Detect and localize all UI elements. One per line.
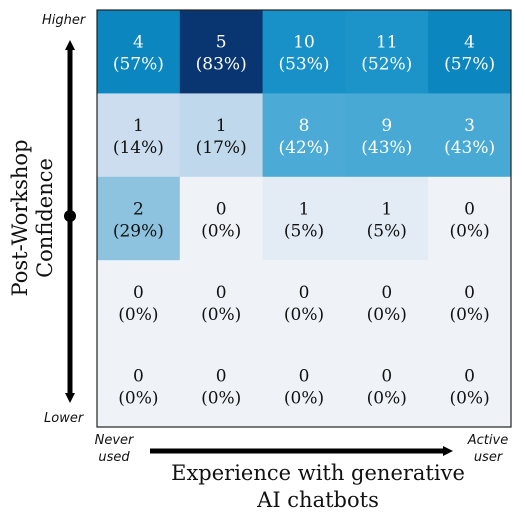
y-end-label-low: Lower [44, 411, 85, 426]
y-end-label-high: Higher [42, 13, 87, 28]
cell-count: 4 [133, 33, 144, 53]
cell-count: 8 [299, 116, 310, 136]
cell-count: 1 [133, 116, 144, 136]
heatmap-cell [345, 343, 429, 428]
y-axis-title-line2: Confidence [33, 158, 57, 278]
cell-percent: (57%) [444, 55, 495, 75]
cell-percent: (0%) [449, 222, 489, 242]
cell-percent: (0%) [367, 305, 407, 325]
cell-count: 0 [133, 366, 144, 386]
heatmap-cell [345, 260, 429, 345]
x-axis-title-line1: Experience with generative [171, 461, 465, 485]
heatmap-cell [97, 10, 181, 94]
heatmap-cell [262, 260, 346, 345]
cell-count: 0 [216, 366, 227, 386]
cell-percent: (0%) [449, 388, 489, 408]
cell-percent: (17%) [196, 138, 247, 158]
cell-percent: (57%) [113, 55, 164, 75]
cell-count: 0 [464, 200, 475, 220]
cell-count: 1 [216, 116, 227, 136]
y-axis-title-line1: Post-Workshop [8, 139, 32, 296]
x-end-label-high-line1: Active [467, 433, 508, 448]
cell-count: 0 [216, 283, 227, 303]
heatmap-cell [345, 176, 429, 261]
heatmap-cell [97, 93, 181, 178]
cell-percent: (29%) [113, 222, 164, 242]
cell-percent: (83%) [196, 55, 247, 75]
heatmap-cells: 4(57%)5(83%)10(53%)11(52%)4(57%)1(14%)1(… [97, 10, 512, 428]
cell-percent: (0%) [284, 388, 324, 408]
cell-count: 11 [376, 33, 398, 53]
heatmap-cell [97, 176, 181, 261]
cell-count: 3 [464, 116, 475, 136]
heatmap-cell [97, 260, 181, 345]
cell-percent: (0%) [201, 222, 241, 242]
heatmap-cell [179, 176, 264, 261]
heatmap-cell [179, 93, 264, 178]
cell-count: 0 [381, 283, 392, 303]
cell-percent: (0%) [449, 305, 489, 325]
cell-percent: (0%) [201, 388, 241, 408]
y-axis-dot [64, 210, 76, 222]
plot-frame [96, 9, 512, 428]
heatmap-cell [345, 10, 429, 94]
cell-percent: (43%) [444, 138, 495, 158]
cell-percent: (0%) [201, 305, 241, 325]
x-end-label-high-line2: user [474, 450, 504, 465]
cell-percent: (42%) [278, 138, 329, 158]
cell-percent: (5%) [284, 222, 324, 242]
cell-count: 9 [381, 116, 392, 136]
heatmap-cell [262, 343, 346, 428]
heatmap-cell [262, 93, 346, 178]
heatmap-cell [428, 10, 512, 94]
cell-percent: (0%) [118, 388, 158, 408]
heatmap-cell [428, 93, 512, 178]
heatmap-cell [179, 260, 264, 345]
heatmap-cell [262, 10, 346, 94]
cell-percent: (14%) [113, 138, 164, 158]
cell-percent: (0%) [118, 305, 158, 325]
heatmap-cell [179, 10, 264, 94]
heatmap-cell [428, 260, 512, 345]
cell-count: 4 [464, 33, 475, 53]
cell-count: 0 [464, 283, 475, 303]
cell-count: 0 [299, 283, 310, 303]
x-end-label-low-line1: Never [95, 433, 135, 448]
cell-percent: (53%) [278, 55, 329, 75]
cell-percent: (0%) [367, 388, 407, 408]
cell-count: 0 [216, 200, 227, 220]
cell-percent: (5%) [367, 222, 407, 242]
cell-count: 1 [381, 200, 392, 220]
heatmap-cell [262, 176, 346, 261]
heatmap-cell [179, 343, 264, 428]
cell-count: 5 [216, 33, 227, 53]
x-axis-title-line2: AI chatbots [256, 488, 379, 512]
cell-percent: (0%) [284, 305, 324, 325]
cell-count: 2 [133, 200, 144, 220]
cell-count: 0 [381, 366, 392, 386]
cell-count: 10 [293, 33, 315, 53]
cell-percent: (52%) [361, 55, 412, 75]
cell-count: 1 [299, 200, 310, 220]
x-end-label-low-line2: used [98, 450, 130, 465]
cell-count: 0 [133, 283, 144, 303]
heatmap-cell [97, 343, 181, 428]
cell-count: 0 [464, 366, 475, 386]
cell-count: 0 [299, 366, 310, 386]
heatmap-cell [345, 93, 429, 178]
heatmap-cell [428, 176, 512, 261]
cell-percent: (43%) [361, 138, 412, 158]
heatmap-cell [428, 343, 512, 428]
